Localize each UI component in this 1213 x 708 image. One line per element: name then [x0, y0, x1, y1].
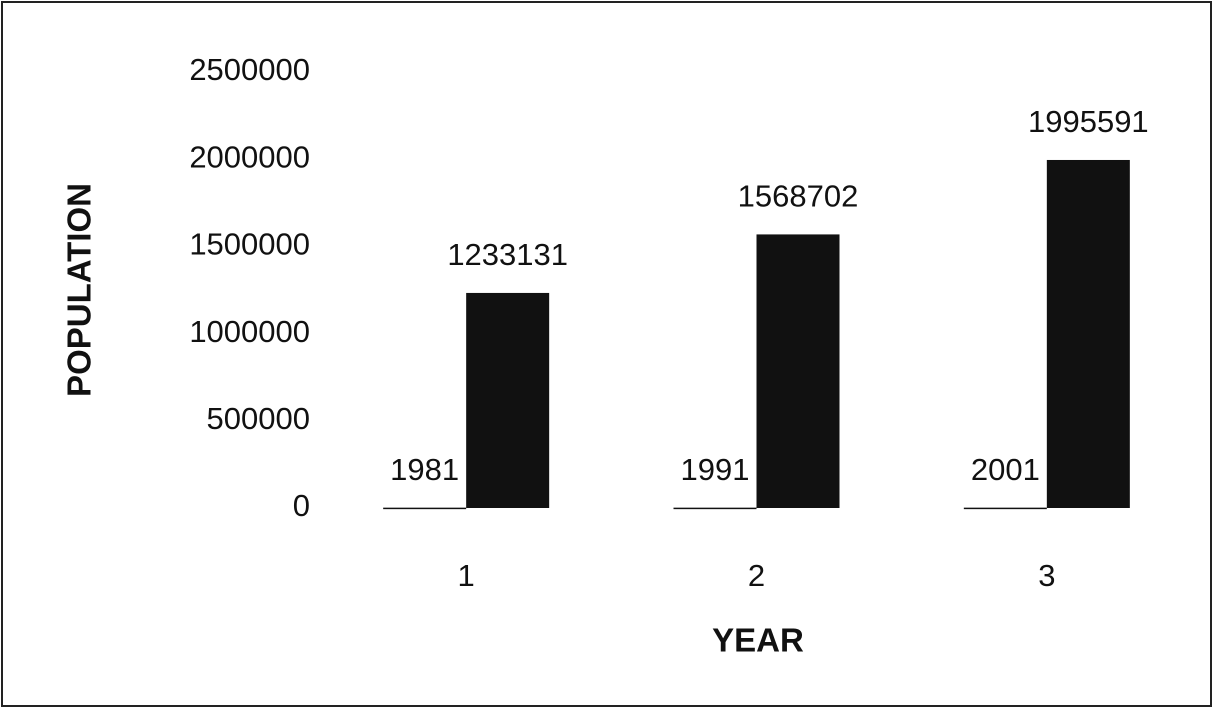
x-axis-title: YEAR	[712, 622, 804, 659]
bar	[963, 507, 1047, 510]
y-tick-label: 1000000	[189, 314, 310, 349]
data-label: 1568702	[738, 179, 859, 214]
bar	[466, 292, 550, 508]
data-label: 1995591	[1028, 104, 1149, 139]
bar	[673, 507, 757, 510]
data-label: 2001	[971, 452, 1040, 487]
y-tick-label: 2500000	[189, 52, 310, 87]
data-label: 1233131	[447, 237, 568, 272]
y-tick-label: 1500000	[189, 227, 310, 262]
bar	[383, 507, 467, 510]
y-tick-label: 2000000	[189, 139, 310, 174]
x-tick-label: 1	[458, 558, 475, 593]
y-tick-label: 0	[293, 488, 310, 523]
bar	[1046, 159, 1130, 508]
x-tick-label: 3	[1038, 558, 1055, 593]
data-label: 1981	[390, 452, 459, 487]
data-label: 1991	[681, 452, 750, 487]
y-axis-title: POPULATION	[61, 183, 98, 397]
x-tick-label: 2	[748, 558, 765, 593]
bar	[756, 234, 840, 508]
y-tick-label: 500000	[207, 401, 310, 436]
